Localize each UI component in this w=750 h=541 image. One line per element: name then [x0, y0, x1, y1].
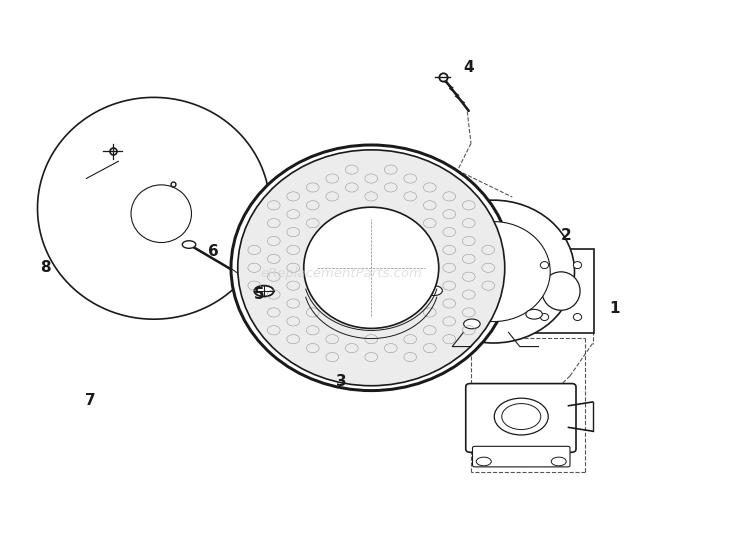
- Ellipse shape: [131, 185, 191, 242]
- FancyBboxPatch shape: [472, 446, 570, 467]
- Ellipse shape: [231, 145, 512, 391]
- Ellipse shape: [551, 457, 566, 466]
- Ellipse shape: [540, 313, 548, 320]
- Text: 5: 5: [254, 287, 264, 302]
- Text: 8: 8: [40, 260, 50, 275]
- FancyBboxPatch shape: [466, 384, 576, 452]
- Text: 2: 2: [561, 228, 572, 243]
- Ellipse shape: [573, 313, 582, 320]
- Text: 6: 6: [209, 244, 219, 259]
- Ellipse shape: [573, 261, 582, 268]
- Polygon shape: [38, 97, 270, 319]
- Ellipse shape: [540, 261, 548, 268]
- Ellipse shape: [464, 319, 480, 329]
- Ellipse shape: [436, 222, 550, 321]
- Ellipse shape: [542, 272, 580, 311]
- FancyBboxPatch shape: [528, 249, 594, 333]
- Ellipse shape: [502, 404, 541, 430]
- Ellipse shape: [254, 286, 274, 296]
- Text: 3: 3: [336, 374, 346, 389]
- Ellipse shape: [182, 241, 196, 248]
- Text: eReplacementParts.com: eReplacementParts.com: [260, 267, 422, 280]
- Ellipse shape: [426, 286, 442, 295]
- Ellipse shape: [304, 207, 439, 328]
- Ellipse shape: [494, 398, 548, 435]
- Text: 7: 7: [85, 393, 95, 408]
- Text: 1: 1: [610, 301, 620, 316]
- Ellipse shape: [413, 200, 574, 343]
- Ellipse shape: [238, 150, 505, 386]
- Ellipse shape: [476, 457, 491, 466]
- Ellipse shape: [526, 309, 542, 319]
- Text: 4: 4: [464, 60, 474, 75]
